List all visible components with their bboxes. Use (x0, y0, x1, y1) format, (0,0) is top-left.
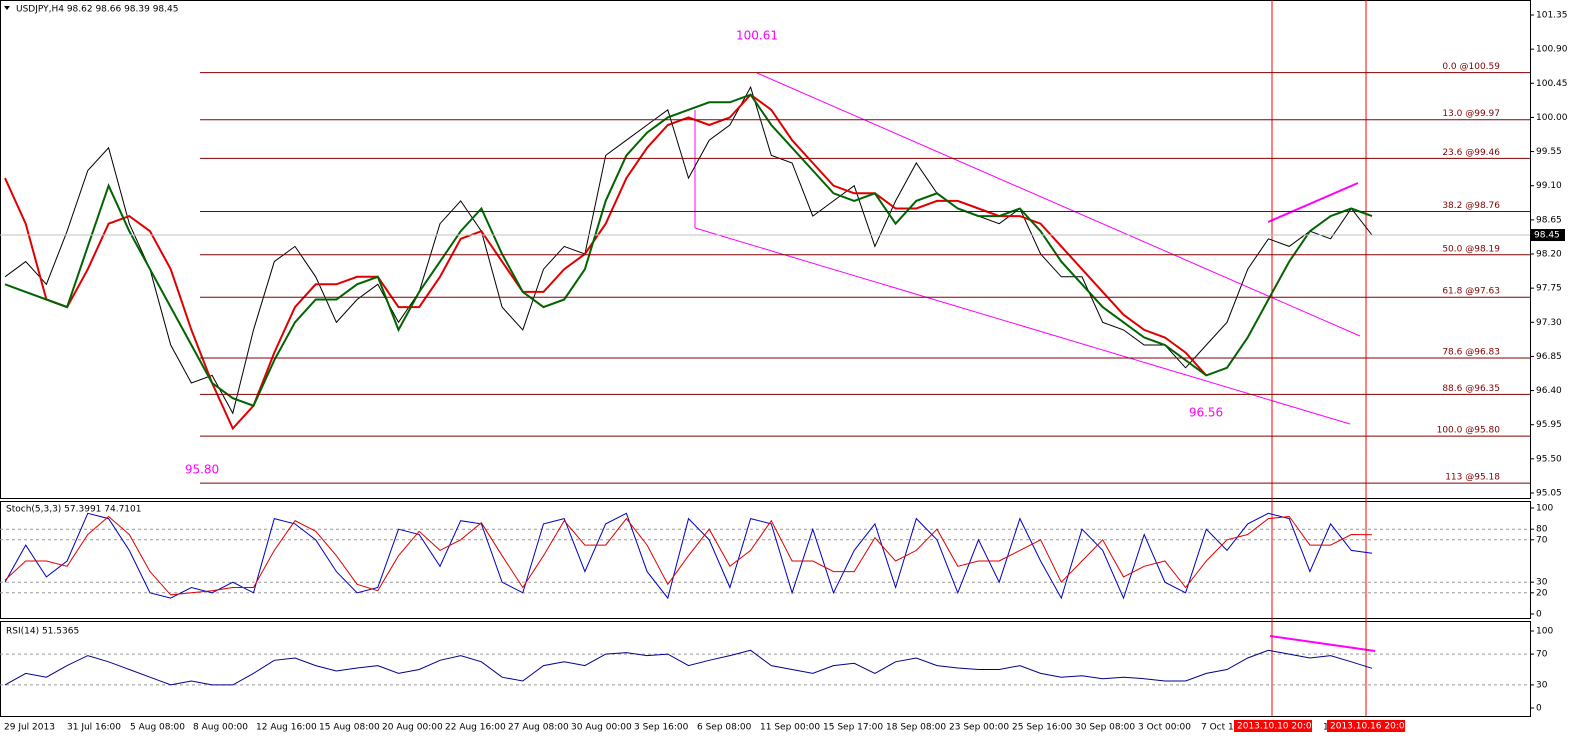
x-tick-label: 5 Aug 08:00 (130, 723, 185, 733)
y-tick-label: 100 (1536, 504, 1553, 514)
fib-label: 13.0 @99.97 (1442, 109, 1500, 119)
y-tick-label: 100.00 (1536, 113, 1568, 123)
y-tick-label: 95.50 (1536, 454, 1562, 464)
y-tick-label: 100 (1536, 627, 1553, 637)
indicator-title: Stoch(5,3,3) 57.3991 74.7101 (6, 505, 141, 515)
y-tick-label: 70 (1536, 650, 1548, 660)
chart-title: USDJPY,H4 98.62 98.66 98.39 98.45 (16, 5, 178, 15)
marker-label: 2013.10.16 20:00 (1330, 722, 1411, 732)
y-tick-label: 98.65 (1536, 215, 1562, 225)
x-tick-label: 30 Sep 08:00 (1075, 723, 1135, 733)
x-tick-label: 12 Aug 16:00 (256, 723, 317, 733)
y-tick-label: 30 (1536, 680, 1548, 690)
y-tick-label: 20 (1536, 588, 1548, 598)
y-tick-label: 95.05 (1536, 489, 1562, 499)
y-tick-label: 100.90 (1536, 45, 1568, 55)
x-tick-label: 15 Aug 08:00 (319, 723, 380, 733)
x-tick-label: 15 Sep 17:00 (823, 723, 883, 733)
y-tick-label: 97.75 (1536, 284, 1562, 294)
divergence-line (1269, 635, 1376, 652)
x-tick-label: 1 (1323, 723, 1329, 733)
y-tick-label: 99.55 (1536, 147, 1562, 157)
y-tick-label: 0 (1536, 610, 1542, 620)
marker-label-box (1234, 720, 1312, 732)
price-panel (0, 0, 1531, 499)
fib-label: 23.6 @99.46 (1442, 148, 1500, 158)
y-tick-label: 98.20 (1536, 250, 1562, 260)
x-tick-label: 25 Sep 16:00 (1012, 723, 1072, 733)
trendlines (694, 72, 1361, 425)
x-tick-label: 31 Jul 16:00 (67, 723, 121, 733)
x-tick-label: 20 Aug 00:00 (382, 723, 443, 733)
y-tick-label: 97.30 (1536, 318, 1562, 328)
fib-label: 78.6 @96.83 (1442, 347, 1500, 357)
last-price-box (1531, 229, 1565, 242)
price-annotation: 100.61 (736, 29, 778, 43)
fib-label: 50.0 @98.19 (1442, 244, 1500, 254)
stoch-panel (0, 501, 1531, 619)
x-tick-label: 11 Sep 00:00 (760, 723, 820, 733)
rsi-panel (0, 621, 1531, 717)
x-tick-label: 27 Aug 08:00 (508, 723, 569, 733)
x-tick-label: 29 Jul 2013 (4, 723, 55, 733)
y-tick-label: 96.85 (1536, 352, 1562, 362)
series-line (4, 85, 1373, 415)
y-tick-label: 96.40 (1536, 386, 1562, 396)
y-tick-label: 101.35 (1536, 11, 1568, 21)
series-line (4, 649, 1373, 686)
series-line (4, 515, 1373, 596)
x-tick-label: 18 Sep 08:00 (886, 723, 946, 733)
y-tick-label: 100.45 (1536, 79, 1568, 89)
y-tick-label: 80 (1536, 525, 1548, 535)
x-tick-label: 23 Sep 00:00 (949, 723, 1009, 733)
y-tick-label: 95.95 (1536, 420, 1562, 430)
x-tick-label: 7 Oct 16:00 (1201, 723, 1254, 733)
divergence-line (1267, 182, 1359, 223)
price-annotation: 95.80 (185, 463, 219, 477)
y-tick-label: 0 (1536, 704, 1542, 714)
x-tick-label: 8 Aug 00:00 (193, 723, 248, 733)
y-tick-label: 30 (1536, 578, 1548, 588)
fib-label: 38.2 @98.76 (1442, 201, 1500, 211)
fib-label: 88.6 @96.35 (1442, 384, 1500, 394)
x-tick-label: 6 Sep 08:00 (697, 723, 752, 733)
marker-label: 2013.10.10 20:00 (1237, 722, 1318, 732)
fib-label: 0.0 @100.59 (1442, 62, 1500, 72)
series-line (4, 93, 1373, 407)
dropdown-icon (4, 6, 10, 10)
fib-label: 100.0 @95.80 (1437, 426, 1501, 436)
price-annotation: 96.56 (1189, 406, 1223, 420)
x-tick-label: 3 Sep 16:00 (634, 723, 689, 733)
x-tick-label: 3 Oct 00:00 (1138, 723, 1191, 733)
marker-label-box (1327, 720, 1405, 732)
series-line (4, 512, 1373, 600)
fib-label: 61.8 @97.63 (1442, 287, 1500, 297)
series-line (4, 93, 1208, 431)
x-tick-label: 22 Aug 16:00 (445, 723, 506, 733)
fib-levels: 0.0 @100.59 13.0 @99.97 23.6 @99.46 38.2 @9… (200, 62, 1530, 484)
indicator-title: RSI(14) 51.5365 (6, 627, 79, 637)
last-price-label: 98.45 (1534, 231, 1560, 241)
y-tick-label: 99.10 (1536, 181, 1562, 191)
fib-label: 113 @95.18 (1445, 473, 1500, 483)
y-tick-label: 70 (1536, 535, 1548, 545)
x-tick-label: 30 Aug 00:00 (571, 723, 632, 733)
